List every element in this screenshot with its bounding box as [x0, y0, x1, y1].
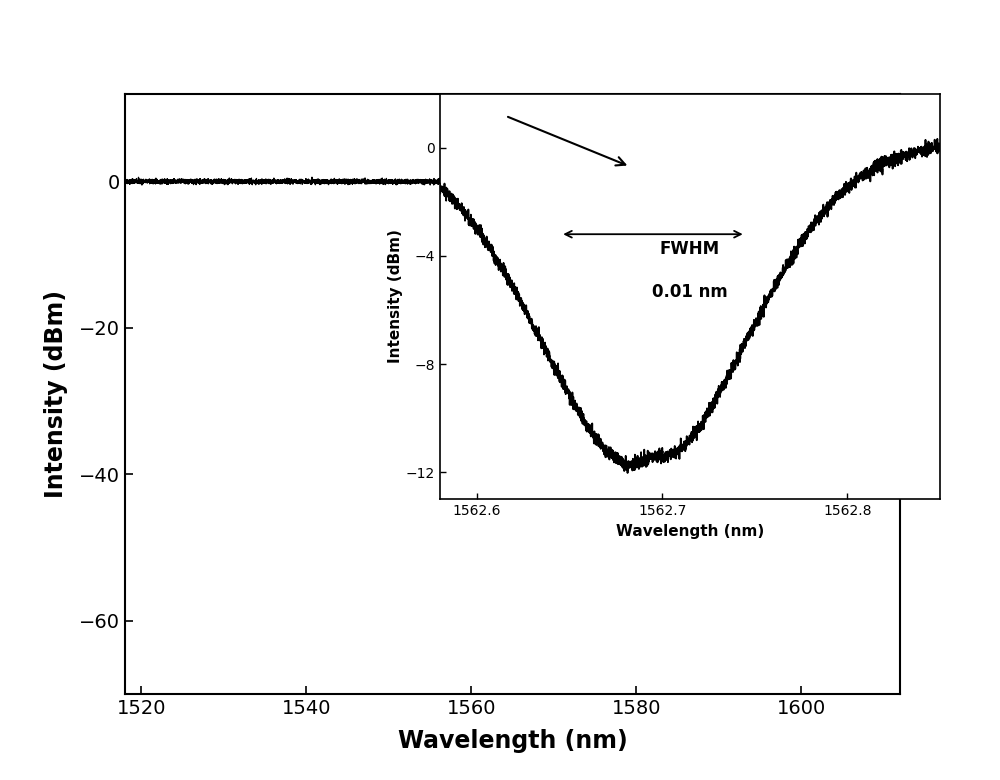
Y-axis label: Intensity (dBm): Intensity (dBm)	[388, 229, 403, 363]
Text: 0.01 nm: 0.01 nm	[652, 283, 728, 301]
X-axis label: Wavelength (nm): Wavelength (nm)	[398, 729, 627, 753]
Y-axis label: Intensity (dBm): Intensity (dBm)	[44, 290, 68, 498]
Text: FWHM: FWHM	[660, 239, 720, 257]
X-axis label: Wavelength (nm): Wavelength (nm)	[616, 523, 764, 539]
